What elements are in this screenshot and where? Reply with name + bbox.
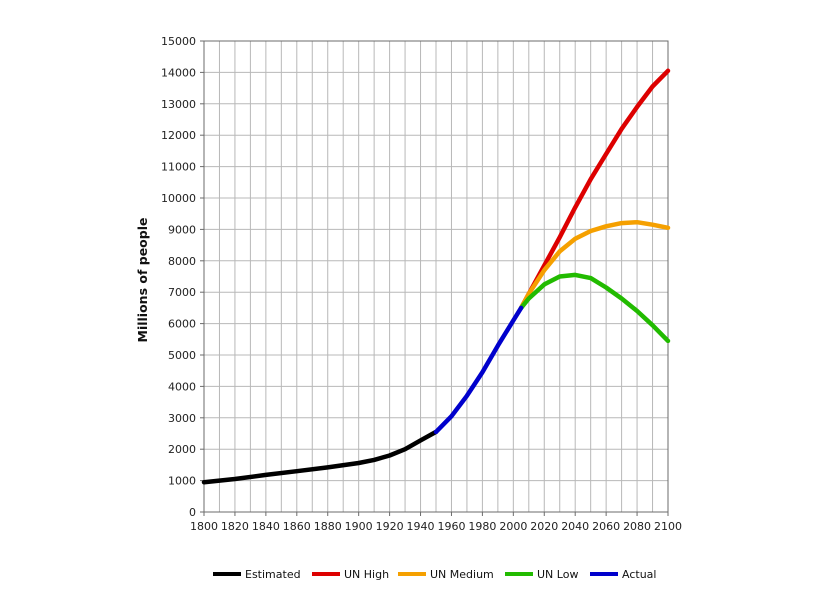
legend-label-estimated: Estimated (245, 568, 301, 581)
x-tick-label: 1980 (468, 520, 496, 533)
y-tick-label: 13000 (161, 98, 196, 111)
y-tick-label: 9000 (168, 223, 196, 236)
legend-label-un-low: UN Low (537, 568, 578, 581)
x-tick-label: 1800 (190, 520, 218, 533)
grid (204, 41, 668, 512)
y-tick-label: 15000 (161, 35, 196, 48)
y-tick-label: 14000 (161, 66, 196, 79)
y-axis-title: Millions of people (135, 218, 150, 343)
y-tick-label: 10000 (161, 192, 196, 205)
legend-label-un-medium: UN Medium (430, 568, 494, 581)
x-tick-label: 2020 (530, 520, 558, 533)
x-tick-label: 2100 (654, 520, 682, 533)
y-tick-label: 0 (189, 506, 196, 519)
x-tick-label: 1860 (283, 520, 311, 533)
x-tick-label: 1820 (221, 520, 249, 533)
y-axis-ticks: 0 1000 2000 3000 4000 5000 6000 7000 8000 9000 100… (161, 35, 204, 519)
x-tick-label: 2000 (499, 520, 527, 533)
legend-label-actual: Actual (622, 568, 656, 581)
x-tick-label: 1880 (314, 520, 342, 533)
series-lines (201, 68, 671, 485)
x-tick-label: 2040 (561, 520, 589, 533)
y-tick-label: 5000 (168, 349, 196, 362)
y-tick-label: 11000 (161, 161, 196, 174)
y-tick-label: 7000 (168, 286, 196, 299)
x-tick-label: 1840 (252, 520, 280, 533)
x-tick-label: 1900 (345, 520, 373, 533)
series-line-un-high (518, 68, 671, 311)
y-tick-label: 1000 (168, 475, 196, 488)
series-line-actual (433, 305, 524, 435)
y-tick-label: 6000 (168, 318, 196, 331)
y-tick-label: 3000 (168, 412, 196, 425)
plot-frame (203, 40, 669, 513)
x-axis-ticks: 1800 1820 1840 1860 1880 1900 1920 1940 1960 1980… (190, 512, 682, 533)
y-tick-label: 12000 (161, 129, 196, 142)
legend-label-un-high: UN High (344, 568, 389, 581)
y-tick-label: 8000 (168, 255, 196, 268)
legend: Estimated UN High UN Medium UN Low Actual (213, 568, 656, 581)
x-tick-label: 1960 (437, 520, 465, 533)
y-tick-label: 4000 (168, 380, 196, 393)
y-tick-label: 2000 (168, 443, 196, 456)
series-line-un-medium (518, 219, 671, 311)
x-tick-label: 1940 (407, 520, 435, 533)
x-tick-label: 2080 (623, 520, 651, 533)
x-tick-label: 1920 (376, 520, 404, 533)
series-line-estimated (201, 429, 439, 485)
x-tick-label: 2060 (592, 520, 620, 533)
series-line-un-low (518, 272, 671, 344)
